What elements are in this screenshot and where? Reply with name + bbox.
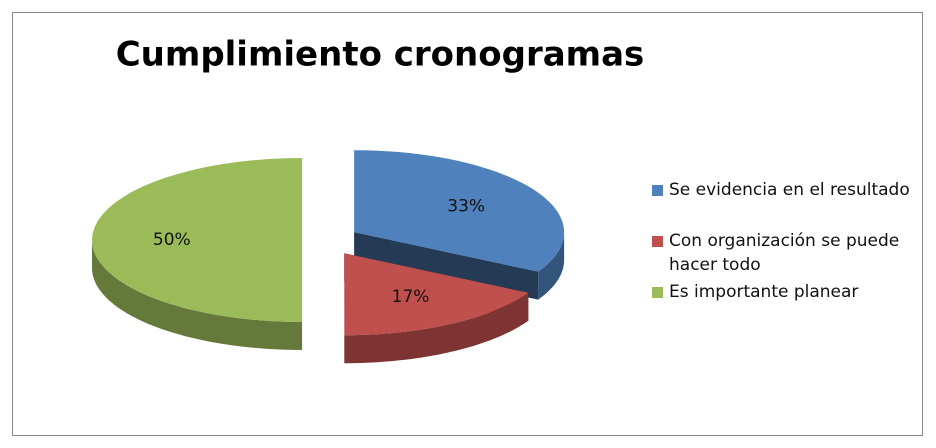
chart-title: Cumplimiento cronogramas	[116, 35, 645, 75]
legend-swatch	[652, 236, 663, 247]
legend-label: Se evidencia en el resultado	[669, 180, 910, 200]
legend-swatch	[652, 287, 663, 298]
slice-side	[92, 240, 302, 350]
slice	[92, 158, 302, 322]
legend-entry: Es importante planear	[652, 280, 922, 304]
slice	[354, 150, 565, 272]
data-label: 50%	[153, 230, 191, 250]
legend-label: Es importante planear	[669, 282, 859, 302]
slice-side	[538, 232, 565, 300]
legend-entry: Se evidencia en el resultado	[652, 178, 922, 202]
slice-side	[354, 232, 539, 300]
legend-swatch	[652, 185, 663, 196]
data-label: 17%	[392, 287, 430, 307]
slice-side	[344, 292, 529, 364]
slice	[344, 253, 529, 336]
legend-entry: Con organización se puede hacer todo	[652, 229, 922, 277]
legend-label: Con organización se puede hacer todo	[669, 231, 900, 275]
data-label: 33%	[447, 196, 485, 216]
